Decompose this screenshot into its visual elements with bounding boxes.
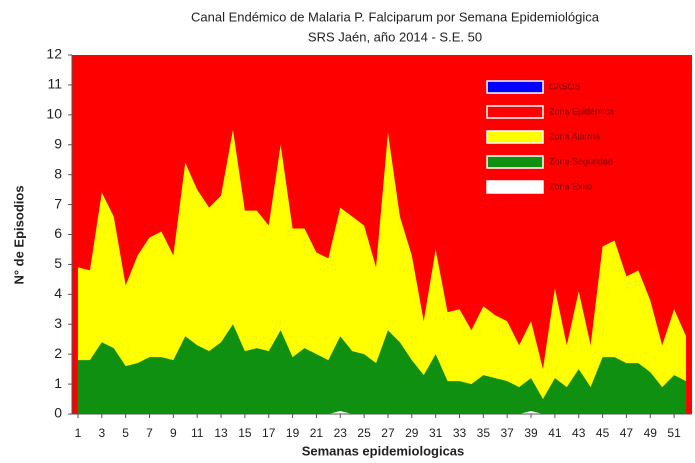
x-tick-label: 43: [572, 426, 586, 440]
x-tick-label: 5: [122, 426, 129, 440]
x-tick-label: 3: [98, 426, 105, 440]
x-tick-label: 27: [381, 426, 395, 440]
legend-swatch: [486, 80, 544, 94]
x-tick-label: 37: [501, 426, 515, 440]
y-tick-label: 2: [54, 345, 62, 361]
x-tick-label: 17: [262, 426, 276, 440]
legend-swatch: [486, 155, 544, 169]
y-tick-label: 6: [54, 225, 62, 241]
y-tick-label: 3: [54, 315, 62, 331]
y-tick-label: 4: [54, 285, 62, 301]
y-tick-label: 10: [46, 106, 62, 122]
legend-label: Zona Alarma: [549, 131, 600, 141]
x-tick-label: 33: [453, 426, 467, 440]
y-tick-label: 5: [54, 255, 62, 271]
y-tick-label: 9: [54, 135, 62, 151]
x-tick-label: 19: [286, 426, 300, 440]
chart-subtitle: SRS Jaén, año 2014 - S.E. 50: [308, 29, 482, 44]
y-tick-label: 0: [54, 405, 62, 421]
x-axis-label: Semanas epidemiologicas: [302, 443, 465, 458]
y-tick-label: 1: [54, 375, 62, 391]
x-tick-label: 23: [334, 426, 348, 440]
y-tick-label: 8: [54, 165, 62, 181]
x-tick-label: 41: [548, 426, 562, 440]
x-tick-label: 11: [191, 426, 204, 440]
x-tick-label: 49: [644, 426, 658, 440]
x-tick-label: 51: [667, 426, 681, 440]
y-tick-label: 7: [54, 195, 62, 211]
x-tick-label: 31: [429, 426, 443, 440]
legend-label: Zona Epidémica: [549, 106, 614, 116]
x-tick-label: 9: [170, 426, 177, 440]
legend-swatch: [486, 130, 544, 144]
x-tick-label: 45: [596, 426, 610, 440]
chart-title: Canal Endémico de Malaria P. Falciparum …: [191, 9, 600, 24]
x-tick-label: 15: [238, 426, 252, 440]
x-tick-label: 1: [75, 426, 82, 440]
x-tick-label: 47: [620, 426, 634, 440]
legend-label: Zona Éxito: [549, 181, 592, 191]
area: [77, 411, 687, 414]
y-tick-label: 12: [46, 46, 62, 62]
y-tick-label: 11: [47, 76, 62, 92]
legend-label: Zona Seguridad: [549, 156, 613, 166]
x-tick-label: 35: [477, 426, 491, 440]
legend-swatch: [486, 105, 544, 119]
x-tick-label: 7: [146, 426, 153, 440]
legend-swatch: [486, 180, 544, 194]
area: [77, 324, 687, 414]
y-axis-label: N° de Episodios: [11, 185, 26, 284]
legend-label: CASOS: [549, 81, 581, 91]
x-tick-label: 13: [214, 426, 228, 440]
x-tick-label: 25: [357, 426, 371, 440]
x-tick-label: 21: [310, 426, 324, 440]
x-tick-label: 39: [524, 426, 538, 440]
x-tick-label: 29: [405, 426, 419, 440]
